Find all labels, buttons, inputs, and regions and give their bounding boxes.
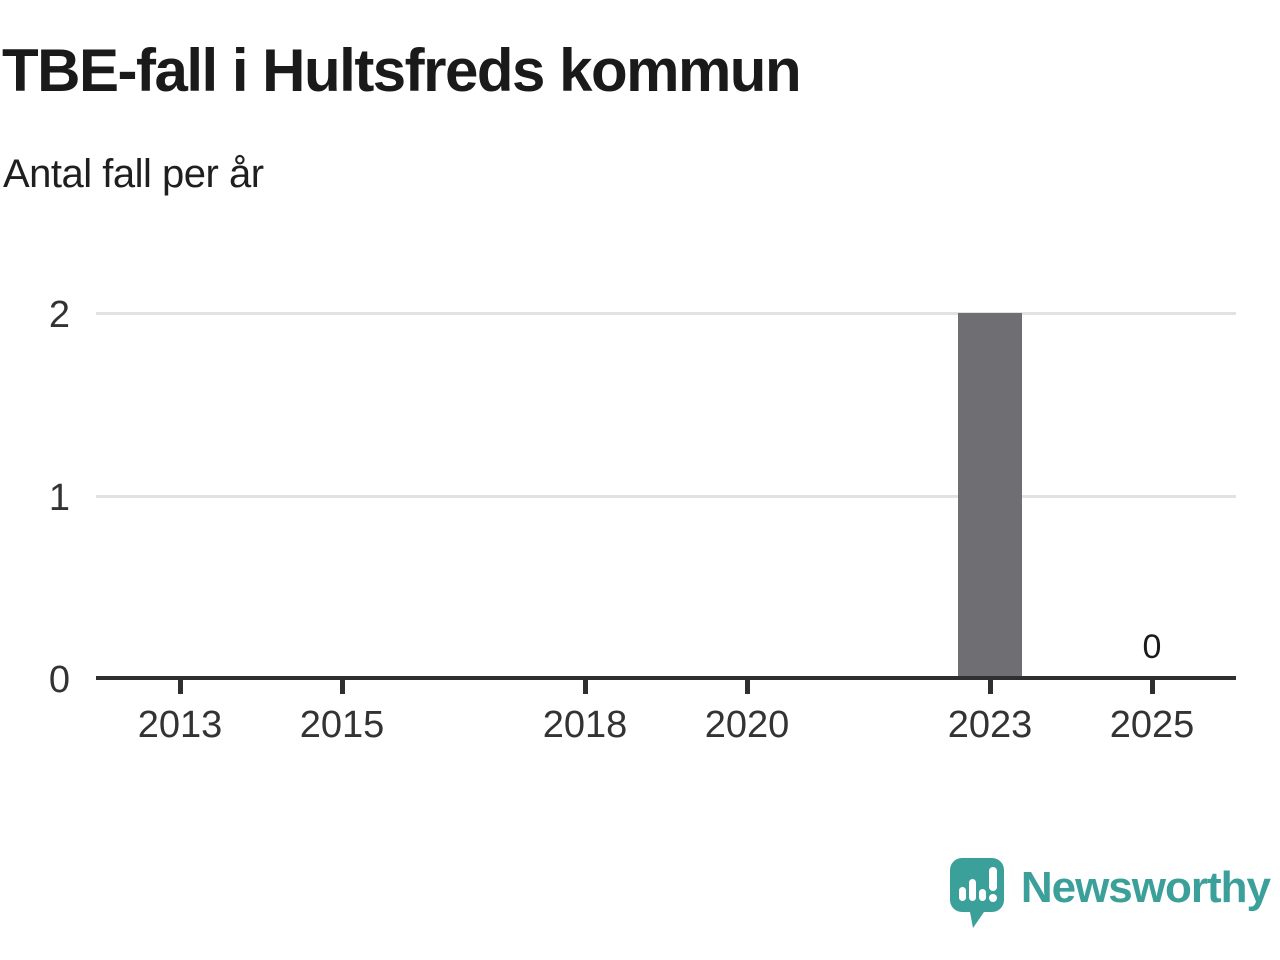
bar-value-label: 0 [1142, 628, 1162, 666]
x-tick-label: 2013 [137, 704, 223, 746]
bar-2023 [958, 313, 1022, 678]
gridline [96, 494, 1236, 498]
x-tick-mark [744, 678, 750, 694]
y-tick-label: 0 [48, 659, 70, 701]
y-tick-label: 2 [48, 294, 70, 336]
x-tick-label: 2015 [299, 704, 385, 746]
x-axis-baseline [96, 676, 1236, 680]
gridline [96, 312, 1236, 315]
x-tick-label: 2023 [947, 704, 1033, 746]
newsworthy-logo: Newsworthy [949, 858, 1271, 937]
y-tick-label: 1 [48, 476, 70, 519]
chart-subtitle: Antal fall per år [3, 152, 264, 196]
x-tick-label: 2018 [542, 704, 628, 746]
x-tick-mark [177, 678, 183, 694]
newsworthy-logo-text: Newsworthy [1020, 863, 1271, 912]
x-tick-mark [1149, 678, 1155, 694]
x-tick-mark [987, 678, 993, 694]
x-tick-mark [582, 678, 588, 694]
x-tick-mark [339, 678, 345, 694]
x-tick-label: 2025 [1109, 704, 1195, 746]
x-tick-label: 2020 [704, 704, 790, 746]
newsworthy-speech-bubble-bar-chart-icon [949, 858, 1004, 937]
chart-title: TBE-fall i Hultsfreds kommun [2, 37, 802, 104]
